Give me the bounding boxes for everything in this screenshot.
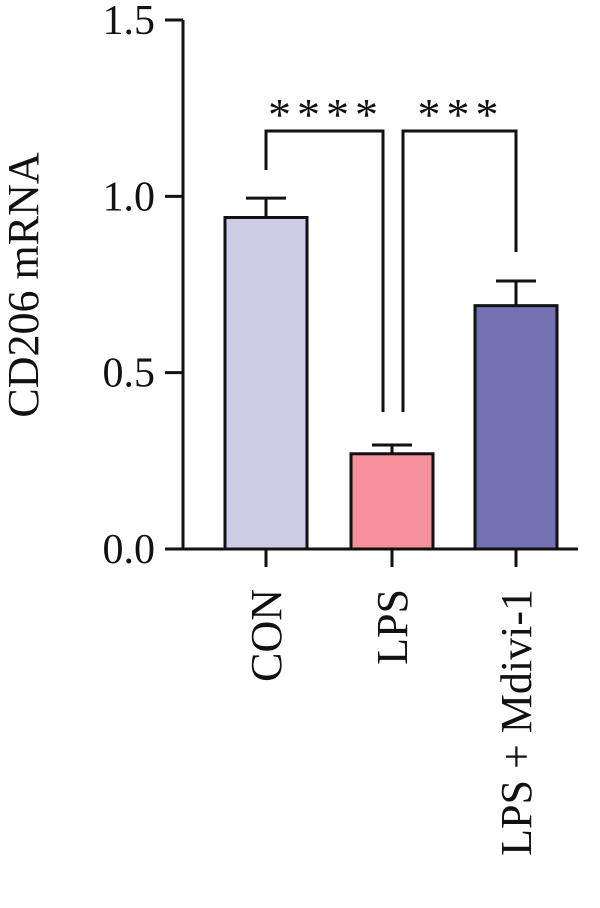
significance-bracket: [264, 129, 385, 412]
y-tick-label: 0.0: [103, 527, 156, 573]
y-axis-label: CD206 mRNA: [0, 152, 48, 417]
significance-bracket: [401, 129, 518, 412]
bar: [473, 304, 559, 551]
bar: [349, 452, 435, 551]
y-ticks: 0.0 0.5 1.0 1.5: [103, 0, 183, 573]
significance-label: ****: [268, 89, 384, 140]
x-tick-label: LPS + Mdivi-1: [492, 589, 541, 856]
bars-layer: [223, 215, 559, 551]
x-ticks: CON LPS LPS + Mdivi-1: [242, 549, 541, 856]
significance-brackets: **** ***: [264, 89, 518, 412]
y-tick-label: 0.5: [103, 351, 156, 397]
significance-label: ***: [418, 89, 505, 140]
x-tick-label: LPS: [368, 589, 417, 665]
bar: [223, 215, 309, 551]
y-tick-label: 1.5: [103, 0, 156, 44]
y-tick-label: 1.0: [103, 174, 156, 220]
error-bars-layer: [246, 196, 536, 454]
axes: [181, 20, 578, 551]
x-tick-label: CON: [242, 589, 291, 682]
